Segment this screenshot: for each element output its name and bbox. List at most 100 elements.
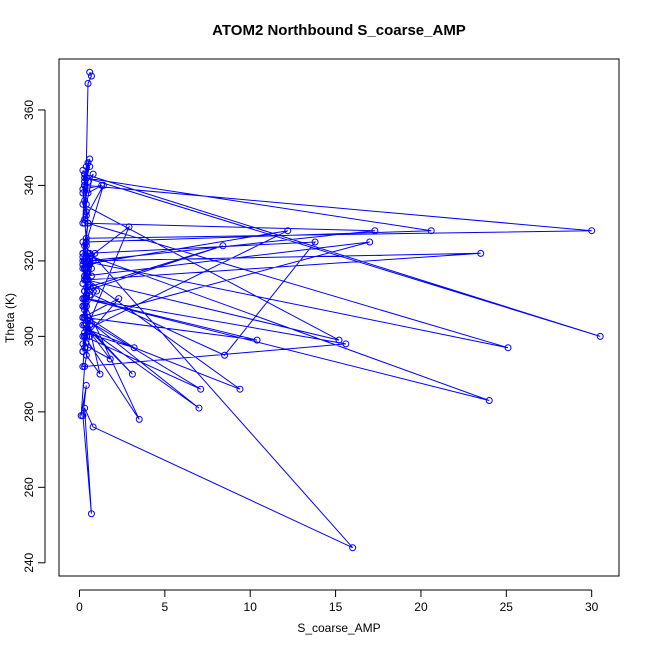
data-point bbox=[86, 287, 94, 295]
data-point bbox=[221, 351, 229, 359]
x-axis: 0 5 10 15 20 25 30 bbox=[76, 589, 599, 614]
data-point bbox=[87, 510, 95, 518]
data-point bbox=[427, 227, 435, 235]
data-point bbox=[79, 295, 87, 303]
chart-title: ATOM2 Northbound S_coarse_AMP bbox=[212, 22, 466, 39]
data-point bbox=[89, 170, 97, 178]
data-point bbox=[81, 264, 89, 272]
data-point bbox=[596, 332, 604, 340]
data-point bbox=[82, 257, 90, 265]
data-point bbox=[96, 370, 104, 378]
data-point bbox=[82, 283, 90, 291]
data-point bbox=[115, 295, 123, 303]
data-point bbox=[195, 404, 203, 412]
data-point bbox=[79, 249, 87, 257]
data-point bbox=[106, 355, 114, 363]
x-tick-label: 10 bbox=[244, 600, 258, 614]
x-tick-label: 30 bbox=[585, 600, 599, 614]
data-point bbox=[99, 181, 107, 189]
data-point bbox=[79, 166, 87, 174]
data-point bbox=[84, 276, 92, 284]
data-point bbox=[89, 283, 97, 291]
data-point bbox=[335, 336, 343, 344]
data-point bbox=[89, 423, 97, 431]
data-point bbox=[79, 253, 87, 261]
data-point bbox=[91, 249, 99, 257]
data-point bbox=[79, 200, 87, 208]
data-point bbox=[128, 370, 136, 378]
data-point bbox=[82, 325, 90, 333]
data-point bbox=[81, 219, 89, 227]
data-point bbox=[87, 72, 95, 80]
data-point bbox=[349, 544, 357, 552]
y-tick-label: 260 bbox=[22, 477, 36, 497]
data-point bbox=[82, 332, 90, 340]
y-axis: 240 260 280 300 320 340 360 bbox=[22, 100, 46, 573]
x-tick-label: 20 bbox=[414, 600, 428, 614]
x-axis-label: S_coarse_AMP bbox=[297, 621, 380, 635]
data-point bbox=[82, 200, 90, 208]
data-point bbox=[77, 412, 85, 420]
data-point bbox=[86, 155, 94, 163]
y-axis-label: Theta (K) bbox=[3, 293, 17, 343]
data-point bbox=[81, 170, 89, 178]
data-point bbox=[82, 268, 90, 276]
data-point bbox=[82, 234, 90, 242]
data-point bbox=[81, 287, 89, 295]
data-point bbox=[81, 174, 89, 182]
data-point bbox=[253, 336, 261, 344]
data-point bbox=[81, 197, 89, 205]
data-point bbox=[219, 242, 227, 250]
data-point bbox=[87, 264, 95, 272]
data-point bbox=[130, 344, 138, 352]
data-point bbox=[135, 415, 143, 423]
data-point bbox=[284, 227, 292, 235]
data-point bbox=[79, 314, 87, 321]
y-tick-label: 300 bbox=[22, 326, 36, 346]
data-point bbox=[366, 238, 374, 246]
data-point bbox=[477, 249, 485, 257]
series-line bbox=[80, 71, 601, 549]
data-point bbox=[86, 68, 94, 76]
data-point bbox=[84, 219, 92, 227]
data-point bbox=[86, 317, 94, 325]
data-point bbox=[79, 340, 87, 348]
data-point bbox=[86, 332, 94, 340]
data-point bbox=[371, 227, 379, 235]
y-tick-label: 280 bbox=[22, 402, 36, 422]
data-point bbox=[87, 272, 95, 280]
data-point bbox=[82, 208, 90, 216]
data-point bbox=[79, 302, 87, 310]
x-tick-label: 5 bbox=[162, 600, 169, 614]
y-tick-label: 340 bbox=[22, 175, 36, 195]
data-point bbox=[79, 185, 87, 193]
y-tick-label: 240 bbox=[22, 552, 36, 572]
plot-frame bbox=[58, 58, 620, 577]
data-point bbox=[81, 306, 89, 314]
data-point bbox=[82, 351, 90, 359]
data-point bbox=[86, 321, 94, 329]
data-point bbox=[81, 215, 89, 223]
data-point bbox=[86, 291, 94, 299]
data-point bbox=[342, 340, 350, 348]
data-point bbox=[84, 159, 92, 167]
data-point bbox=[84, 178, 92, 186]
y-tick-label: 320 bbox=[22, 251, 36, 271]
data-point bbox=[84, 189, 92, 197]
data-point bbox=[81, 181, 89, 189]
data-point bbox=[236, 385, 244, 393]
data-point bbox=[79, 347, 87, 355]
plot-layer bbox=[77, 68, 604, 552]
data-point bbox=[82, 212, 90, 220]
data-point bbox=[84, 249, 92, 257]
data-point bbox=[79, 280, 87, 288]
data-point bbox=[81, 344, 89, 352]
data-point bbox=[79, 332, 87, 340]
x-tick-label: 0 bbox=[76, 600, 83, 614]
data-point bbox=[84, 314, 92, 321]
data-point bbox=[82, 381, 90, 389]
x-tick-label: 25 bbox=[500, 600, 514, 614]
data-point bbox=[197, 385, 205, 393]
data-point bbox=[79, 238, 87, 246]
